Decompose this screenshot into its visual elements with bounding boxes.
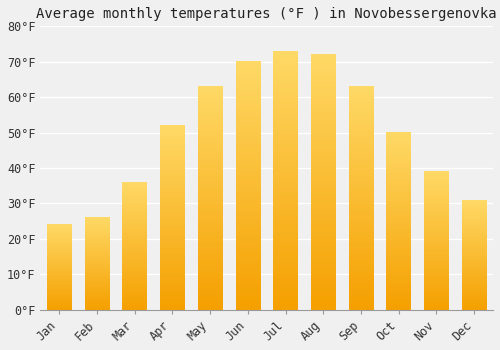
Title: Average monthly temperatures (°F ) in Novobessergenovka: Average monthly temperatures (°F ) in No… <box>36 7 497 21</box>
